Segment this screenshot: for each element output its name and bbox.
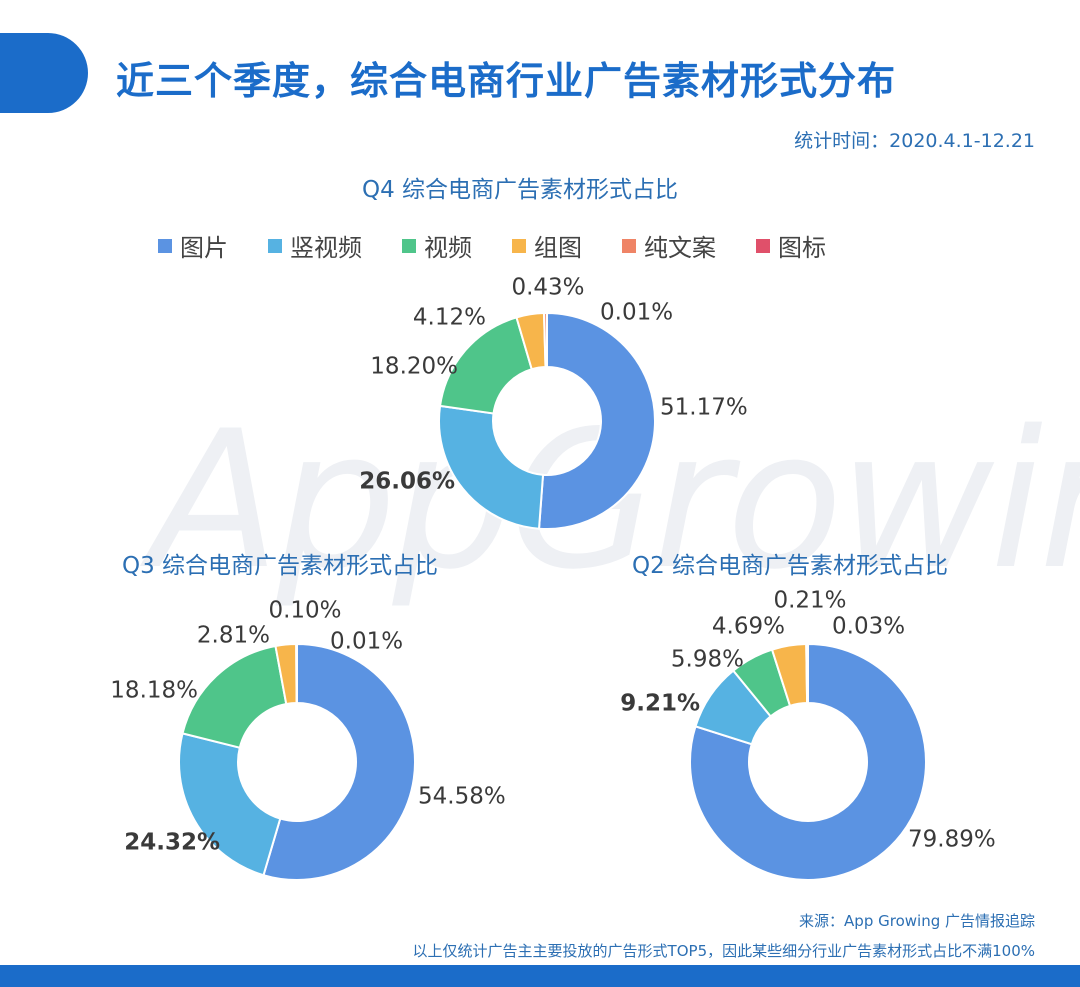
slice-label: 79.89% (908, 827, 996, 853)
slice-label: 9.21% (620, 691, 700, 717)
slice-label: 0.10% (268, 598, 341, 624)
legend-swatch (158, 238, 172, 253)
legend-item-video[interactable]: 视频 (402, 228, 472, 263)
legend-label: 纯文案 (644, 234, 716, 262)
header-accent-pill (0, 33, 88, 113)
donut-slice[interactable] (262, 642, 416, 881)
disclaimer-note: 以上仅统计广告主主要投放的广告形式TOP5，因此某些细分行业广告素材形式占比不满… (412, 942, 1035, 960)
slice-label: 5.98% (671, 647, 744, 673)
slice-label: 0.01% (330, 629, 403, 655)
q3-chart-title: Q3 综合电商广告素材形式占比 (122, 553, 439, 579)
slice-label: 26.06% (359, 469, 455, 495)
legend-item-text-only[interactable]: 纯文案 (622, 228, 716, 263)
legend-swatch (512, 238, 526, 253)
slice-label: 0.01% (600, 300, 673, 326)
source-note: 来源：App Growing 广告情报追踪 (799, 912, 1035, 930)
q2-chart-title: Q2 综合电商广告素材形式占比 (632, 553, 949, 579)
page-title: 近三个季度，综合电商行业广告素材形式分布 (116, 59, 897, 103)
slice-label: 51.17% (660, 395, 748, 421)
slice-label: 24.32% (124, 830, 220, 856)
slice-label: 54.58% (418, 784, 506, 810)
legend-label: 组图 (534, 234, 582, 262)
slice-label: 18.20% (370, 354, 458, 380)
slice-label: 18.18% (110, 678, 198, 704)
slice-label: 4.69% (712, 614, 785, 640)
donut-slice[interactable] (689, 642, 927, 881)
slice-label: 0.03% (832, 614, 905, 640)
legend-item-vertical-video[interactable]: 竖视频 (268, 228, 362, 263)
legend-swatch (622, 238, 636, 253)
slice-label: 2.81% (197, 623, 270, 649)
q4-chart-title: Q4 综合电商广告素材形式占比 (362, 177, 679, 203)
legend-item-gallery[interactable]: 组图 (512, 228, 582, 263)
legend-label: 视频 (424, 234, 472, 262)
legend-label: 竖视频 (290, 234, 362, 262)
legend: 图片 竖视频 视频 组图 纯文案 图标 (158, 228, 826, 263)
slice-label: 4.12% (413, 305, 486, 331)
donut-slice[interactable] (178, 732, 282, 877)
donut-slice[interactable] (537, 311, 656, 530)
stat-time: 统计时间：2020.4.1-12.21 (794, 130, 1035, 152)
legend-swatch (756, 238, 770, 253)
legend-item-icon[interactable]: 图标 (756, 228, 826, 263)
bottom-bar (0, 965, 1080, 987)
slice-label: 0.21% (773, 588, 846, 614)
legend-label: 图标 (778, 234, 826, 262)
donut-slice[interactable] (438, 404, 545, 530)
legend-item-image[interactable]: 图片 (158, 228, 228, 263)
legend-swatch (402, 238, 416, 253)
legend-label: 图片 (180, 234, 228, 262)
legend-swatch (268, 238, 282, 253)
slice-label: 0.43% (511, 275, 584, 301)
